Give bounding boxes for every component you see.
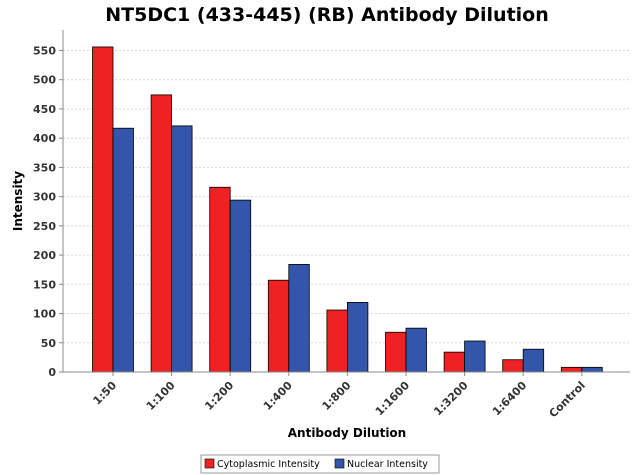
x-tick-label: 1:400 xyxy=(261,379,295,413)
bar-nuclear xyxy=(288,264,310,373)
y-ticks: 0 50 100 150 200 250 300 350 400 450 500 550 xyxy=(33,44,63,379)
bar-nuclear xyxy=(112,127,134,373)
chart-title: NT5DC1 (433-445) (RB) Antibody Dilution xyxy=(105,4,549,26)
bar-cytoplasmic xyxy=(560,366,583,373)
bar-nuclear xyxy=(522,348,545,373)
x-tick-label: 1:800 xyxy=(320,379,354,413)
bar-cytoplasmic xyxy=(443,351,466,373)
legend-label-nuclear: Nuclear Intensity xyxy=(347,459,428,470)
bars xyxy=(92,46,603,373)
x-tick-label: 1:3200 xyxy=(431,379,471,419)
legend: Cytoplasmic Intensity Nuclear Intensity xyxy=(200,454,440,474)
bar-cytoplasmic xyxy=(326,309,348,373)
y-tick-label: 350 xyxy=(33,161,56,174)
bar-cytoplasmic xyxy=(92,46,114,373)
grid-lines xyxy=(63,49,630,344)
legend-swatch-cytoplasmic xyxy=(204,458,215,469)
y-tick-label: 100 xyxy=(33,308,56,321)
y-axis-title: Intensity xyxy=(11,171,25,231)
y-tick-label: 150 xyxy=(33,278,56,291)
y-tick-label: 450 xyxy=(33,103,56,116)
axes xyxy=(62,30,630,373)
x-tick-label: 1:1600 xyxy=(373,379,413,419)
bar-cytoplasmic xyxy=(209,186,231,373)
x-tick-label: 1:100 xyxy=(144,379,178,413)
legend-swatch-nuclear xyxy=(334,458,345,469)
x-ticks: 1:50 1:100 1:200 1:400 1:800 1:1600 1:3200 1:64… xyxy=(91,372,588,420)
bar-nuclear xyxy=(346,302,369,373)
legend-label-cytoplasmic: Cytoplasmic Intensity xyxy=(217,459,320,470)
bar-nuclear xyxy=(405,327,427,373)
x-tick-label: 1:6400 xyxy=(490,379,530,419)
x-tick-label: Control xyxy=(547,379,588,420)
y-tick-label: 250 xyxy=(33,220,56,233)
bar-nuclear xyxy=(581,366,603,373)
bar-nuclear xyxy=(229,199,252,373)
x-tick-label: 1:50 xyxy=(91,379,120,408)
y-tick-label: 300 xyxy=(33,191,56,204)
bar-cytoplasmic xyxy=(385,331,407,373)
bar-nuclear xyxy=(464,340,486,373)
bar-cytoplasmic xyxy=(502,359,524,373)
y-tick-label: 50 xyxy=(41,337,57,350)
y-tick-label: 200 xyxy=(33,249,56,262)
bar-cytoplasmic xyxy=(150,94,173,373)
bar-cytoplasmic xyxy=(267,279,290,373)
y-tick-label: 550 xyxy=(33,44,56,57)
y-tick-label: 500 xyxy=(33,74,56,87)
y-tick-label: 400 xyxy=(33,132,56,145)
x-axis-title: Antibody Dilution xyxy=(288,426,406,440)
y-tick-label: 0 xyxy=(48,366,56,379)
x-tick-label: 1:200 xyxy=(202,379,236,413)
bar-nuclear xyxy=(171,125,193,373)
legend-box xyxy=(200,454,440,474)
